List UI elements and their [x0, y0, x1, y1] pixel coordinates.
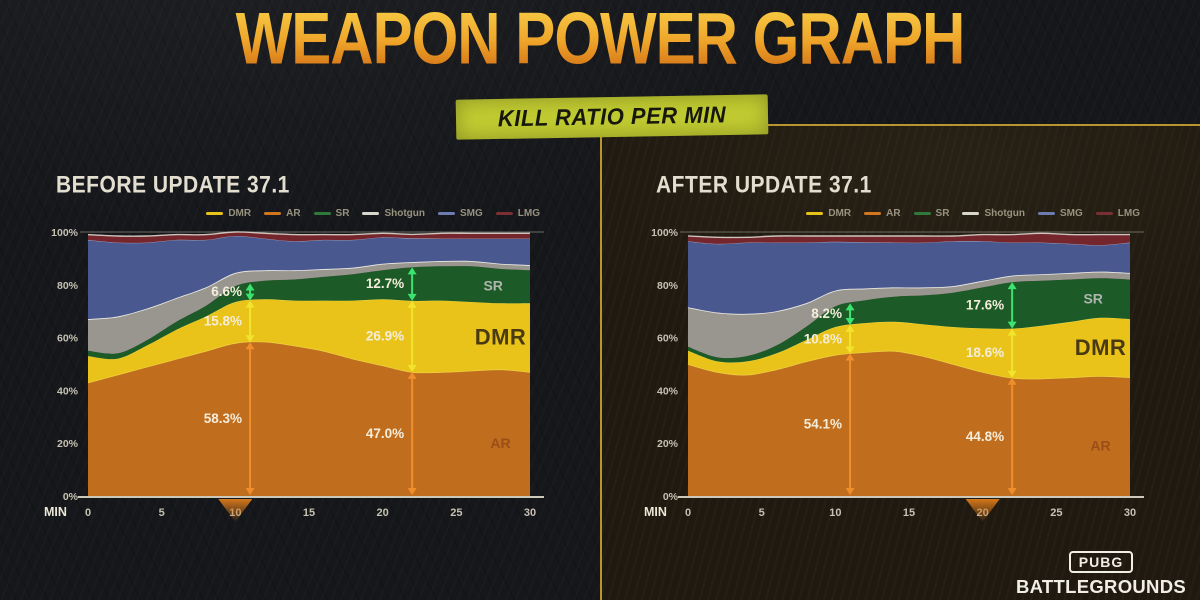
legend-swatch — [438, 212, 455, 215]
legend-label: LMG — [1117, 208, 1140, 219]
svg-text:18.6%: 18.6% — [966, 345, 1004, 360]
svg-text:AR: AR — [1090, 438, 1110, 454]
svg-text:40%: 40% — [57, 385, 79, 397]
legend-label: AR — [886, 208, 901, 219]
legend-swatch — [313, 212, 331, 215]
svg-text:DMR: DMR — [475, 324, 527, 349]
legend-item-smg: SMG — [438, 208, 483, 219]
legend-item-shotgun: Shotgun — [962, 208, 1025, 219]
legend-swatch — [264, 212, 282, 215]
legend-swatch — [806, 212, 824, 215]
svg-text:0%: 0% — [63, 491, 79, 503]
chart-title-before: BEFORE UPDATE 37.1 — [56, 172, 290, 199]
legend-label: SR — [935, 208, 950, 219]
svg-text:47.0%: 47.0% — [366, 426, 404, 441]
legend-swatch — [962, 212, 980, 215]
svg-text:100%: 100% — [651, 227, 679, 239]
subtitle-badge: KILL RATIO PER MIN — [455, 94, 769, 140]
svg-text:10.8%: 10.8% — [804, 331, 842, 346]
svg-text:15: 15 — [903, 507, 915, 519]
svg-text:6.6%: 6.6% — [211, 284, 242, 299]
svg-text:58.3%: 58.3% — [204, 411, 242, 426]
svg-text:25: 25 — [1050, 507, 1062, 519]
svg-text:20%: 20% — [657, 438, 679, 450]
svg-text:MIN: MIN — [644, 505, 667, 519]
svg-text:80%: 80% — [57, 280, 79, 292]
before-update-panel: BEFORE UPDATE 37.1 DMR AR SR Shotgun SMG LMG … — [30, 172, 575, 552]
legend-label: SR — [335, 208, 350, 219]
legend-label: SMG — [1060, 208, 1083, 219]
legend-item-sr: SR — [313, 208, 350, 219]
stacked-area-chart-after: 100%80%60%40%20%0%051015202530MIN8.2%10.… — [644, 227, 1144, 522]
svg-text:17.6%: 17.6% — [966, 297, 1004, 312]
svg-text:20%: 20% — [57, 438, 79, 450]
svg-text:80%: 80% — [657, 280, 679, 292]
svg-text:100%: 100% — [51, 227, 79, 239]
legend-item-lmg: LMG — [1095, 208, 1140, 219]
svg-text:0: 0 — [85, 507, 91, 519]
pubg-logo: PUBG BATTLEGROUNDS — [1012, 551, 1190, 598]
svg-text:8.2%: 8.2% — [811, 306, 842, 321]
legend-item-dmr: DMR — [206, 208, 251, 219]
legend-item-ar: AR — [264, 208, 301, 219]
svg-text:60%: 60% — [657, 333, 679, 345]
svg-text:10: 10 — [829, 507, 841, 519]
legend-label: Shotgun — [384, 208, 425, 219]
pubg-logo-battlegrounds: BATTLEGROUNDS — [1015, 576, 1187, 597]
svg-text:AR: AR — [490, 435, 510, 451]
svg-text:SR: SR — [1083, 291, 1102, 307]
subtitle-text: KILL RATIO PER MIN — [497, 101, 727, 132]
legend-swatch — [1095, 212, 1113, 215]
svg-text:12.7%: 12.7% — [366, 276, 404, 291]
svg-text:60%: 60% — [57, 333, 79, 345]
legend-item-smg: SMG — [1038, 208, 1083, 219]
pubg-logo-box: PUBG — [1068, 551, 1134, 573]
legend-swatch — [362, 212, 380, 215]
stacked-area-chart-before: 100%80%60%40%20%0%051015202530MIN6.6%15.… — [44, 227, 544, 522]
legend-item-sr: SR — [913, 208, 950, 219]
legend-swatch — [1038, 212, 1055, 215]
svg-text:15: 15 — [303, 507, 315, 519]
legend-swatch — [206, 212, 224, 215]
svg-text:DMR: DMR — [1075, 335, 1127, 360]
after-update-panel: AFTER UPDATE 37.1 DMR AR SR Shotgun SMG LMG 1… — [630, 172, 1175, 552]
page-title: WEAPON POWER GRAPH — [0, 0, 1200, 77]
legend-label: SMG — [460, 208, 483, 219]
svg-text:15.8%: 15.8% — [204, 313, 242, 328]
svg-text:SR: SR — [483, 278, 502, 294]
legend-swatch — [864, 212, 882, 215]
panel-top-border-line — [600, 124, 1200, 126]
svg-text:5: 5 — [159, 507, 165, 519]
legend-swatch — [913, 212, 931, 215]
svg-text:44.8%: 44.8% — [966, 429, 1004, 444]
legend-item-dmr: DMR — [806, 208, 851, 219]
panel-divider-line — [600, 124, 602, 600]
svg-text:5: 5 — [759, 507, 765, 519]
svg-text:40%: 40% — [657, 385, 679, 397]
svg-text:30: 30 — [1124, 507, 1136, 519]
chart-title-after: AFTER UPDATE 37.1 — [656, 172, 872, 199]
svg-text:54.1%: 54.1% — [804, 417, 842, 432]
svg-text:0%: 0% — [663, 491, 679, 503]
legend-item-lmg: LMG — [495, 208, 540, 219]
legend-item-ar: AR — [864, 208, 901, 219]
legend-label: DMR — [228, 208, 252, 219]
svg-text:20: 20 — [377, 507, 389, 519]
legend-after: DMR AR SR Shotgun SMG LMG — [806, 208, 1140, 219]
legend-label: DMR — [828, 208, 852, 219]
svg-text:30: 30 — [524, 507, 536, 519]
svg-text:26.9%: 26.9% — [366, 328, 404, 343]
legend-swatch — [495, 212, 513, 215]
legend-label: AR — [286, 208, 301, 219]
svg-text:0: 0 — [685, 507, 691, 519]
legend-before: DMR AR SR Shotgun SMG LMG — [206, 208, 540, 219]
legend-label: Shotgun — [984, 208, 1025, 219]
legend-item-shotgun: Shotgun — [362, 208, 425, 219]
svg-text:MIN: MIN — [44, 505, 67, 519]
svg-text:25: 25 — [450, 507, 462, 519]
legend-label: LMG — [517, 208, 540, 219]
